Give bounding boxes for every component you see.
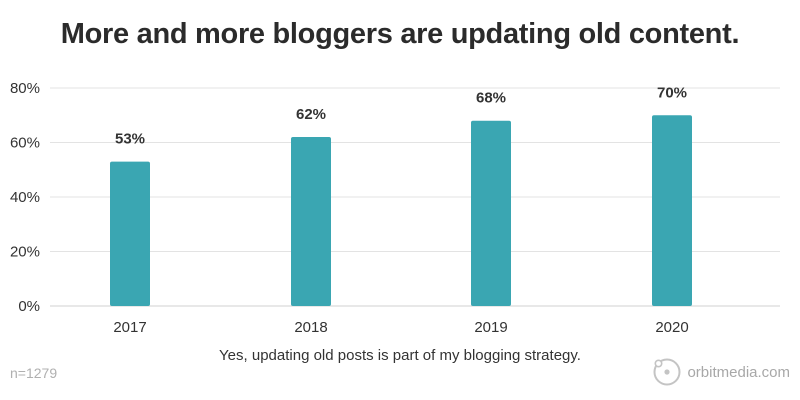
y-tick-label: 80% xyxy=(10,80,40,97)
bar xyxy=(291,137,331,306)
brand-watermark: orbitmedia.com xyxy=(652,357,790,387)
y-axis-ticks: 0% 20% 40% 60% 80% xyxy=(10,80,40,315)
data-labels: 53% 62% 68% 70% xyxy=(115,84,687,147)
x-tick-label: 2019 xyxy=(474,319,507,336)
bar xyxy=(110,161,150,306)
data-label: 53% xyxy=(115,131,145,148)
y-tick-label: 0% xyxy=(18,298,40,315)
brand-name: orbitmedia.com xyxy=(687,363,790,381)
bars xyxy=(110,115,692,306)
x-axis-label: Yes, updating old posts is part of my bl… xyxy=(219,347,581,364)
bar xyxy=(471,120,511,306)
data-label: 68% xyxy=(476,90,506,107)
data-label: 62% xyxy=(296,106,326,123)
bar xyxy=(652,115,692,306)
y-tick-label: 40% xyxy=(10,189,40,206)
x-axis-ticks: 2017 2018 2019 2020 xyxy=(113,319,688,336)
orbit-circle-icon xyxy=(653,358,681,386)
y-tick-label: 20% xyxy=(10,244,40,261)
sample-size-note: n=1279 xyxy=(10,365,58,381)
data-label: 70% xyxy=(657,84,687,101)
chart-title: More and more bloggers are updating old … xyxy=(60,18,740,50)
x-tick-label: 2018 xyxy=(294,319,327,336)
y-tick-label: 60% xyxy=(10,135,40,152)
x-tick-label: 2017 xyxy=(113,319,146,336)
x-tick-label: 2020 xyxy=(655,319,688,336)
